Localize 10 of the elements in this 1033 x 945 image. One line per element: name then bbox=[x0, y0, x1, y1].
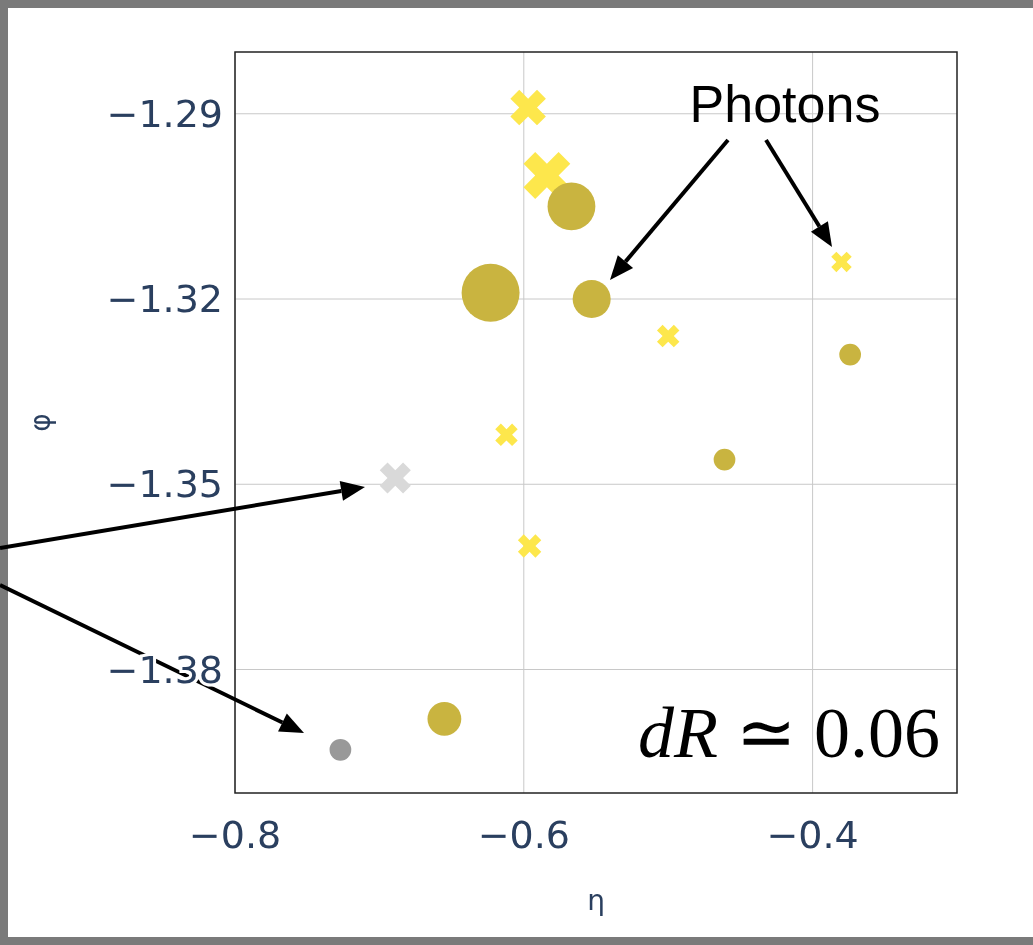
annotation: Photons bbox=[689, 75, 881, 133]
y-tick-label: −1.32 bbox=[106, 277, 223, 321]
x-tick-label: −0.4 bbox=[766, 813, 859, 857]
y-axis-title: φ bbox=[24, 413, 57, 432]
y-tick-label: −1.29 bbox=[106, 91, 223, 136]
x-axis-title: η bbox=[587, 884, 605, 917]
annotation: dR ≃ 0.06 bbox=[638, 693, 940, 773]
x-tick-label: −0.6 bbox=[477, 813, 570, 857]
y-tick-label: −1.35 bbox=[106, 462, 223, 507]
x-tick-label: −0.8 bbox=[188, 813, 282, 857]
